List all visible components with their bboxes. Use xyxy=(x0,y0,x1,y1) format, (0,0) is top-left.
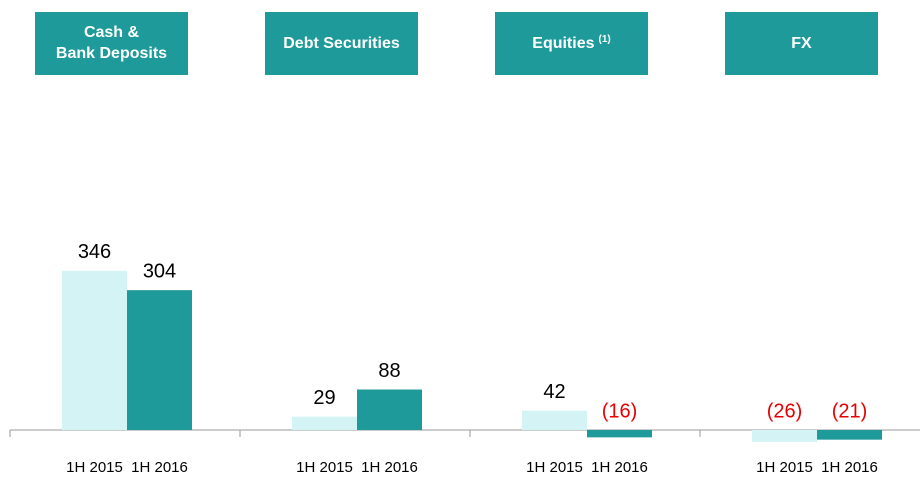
x-tick-label: 1H 2015 xyxy=(296,459,353,476)
x-tick-label: 1H 2015 xyxy=(66,459,123,476)
value-label: 29 xyxy=(313,387,335,409)
bar xyxy=(587,430,652,438)
x-tick-label: 1H 2015 xyxy=(756,459,813,476)
bar xyxy=(817,430,882,440)
category-line: Cash & xyxy=(84,24,140,41)
value-label: 304 xyxy=(143,260,176,282)
category-name: FX xyxy=(791,35,812,52)
value-label: (16) xyxy=(602,400,638,422)
category-line: Bank Deposits xyxy=(56,45,167,62)
category-note: (1) xyxy=(599,34,611,45)
category-label: FX xyxy=(791,35,812,52)
category-header xyxy=(265,12,418,75)
x-tick-label: 1H 2016 xyxy=(821,459,878,476)
category-label: Debt Securities xyxy=(283,35,400,52)
category-header xyxy=(495,12,648,75)
value-label: 346 xyxy=(78,241,111,263)
value-label: (21) xyxy=(832,400,868,422)
bar xyxy=(522,410,587,430)
x-tick-label: 1H 2015 xyxy=(526,459,583,476)
bar xyxy=(357,389,422,430)
bar xyxy=(752,430,817,442)
value-label: 42 xyxy=(543,381,565,403)
bar xyxy=(127,290,192,430)
bar xyxy=(292,416,357,430)
category-header xyxy=(725,12,878,75)
category-label: Cash & Bank Deposits xyxy=(56,24,167,62)
x-tick-label: 1H 2016 xyxy=(361,459,418,476)
x-tick-label: 1H 2016 xyxy=(591,459,648,476)
x-tick-label: 1H 2016 xyxy=(131,459,188,476)
category-header xyxy=(35,12,188,75)
value-label: 88 xyxy=(378,360,400,382)
category-label: Equities (1) xyxy=(532,34,610,53)
category-name: Equities xyxy=(532,35,594,52)
value-label: (26) xyxy=(767,400,803,422)
bar xyxy=(62,270,127,430)
category-name: Debt Securities xyxy=(283,35,400,52)
